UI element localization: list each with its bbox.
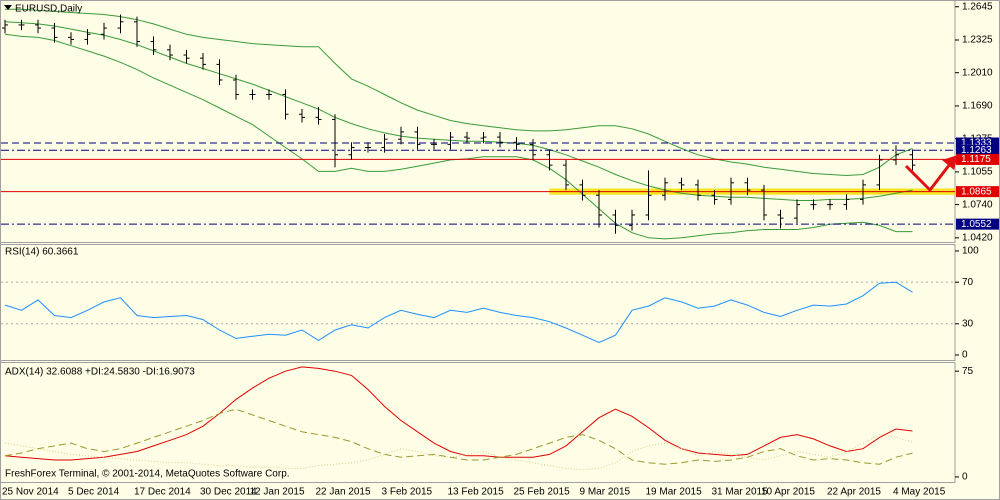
level-label-box: [956, 137, 999, 149]
chart-title: EURUSD,Daily: [15, 4, 82, 15]
x-tick-label: 3 Feb 2015: [382, 487, 433, 498]
y-tick-label: 100: [962, 246, 979, 257]
x-tick-label: 5 Dec 2014: [68, 487, 120, 498]
band-upper: [5, 8, 913, 177]
x-tick-label: 31 Mar 2015: [712, 487, 769, 498]
y-tick-label: 75: [962, 366, 974, 377]
level-label: 1.1175: [961, 154, 991, 165]
indicator-line: [4, 281, 913, 344]
arrow-stroke: [904, 163, 952, 192]
x-tick-label: 12 Jan 2015: [250, 487, 305, 498]
x-tick-label: 22 Apr 2015: [827, 487, 881, 498]
y-tick-label: 1.2645: [962, 1, 993, 12]
y-tick-label: 70: [962, 277, 974, 288]
annotation-arrow: [904, 155, 958, 192]
level-label: 1.1333: [961, 138, 992, 149]
y-tick-label: 1.1055: [962, 167, 993, 178]
x-tick-label: 25 Feb 2015: [514, 487, 571, 498]
x-tick-label: 17 Dec 2014: [134, 487, 191, 498]
x-tick-label: 13 Feb 2015: [448, 487, 505, 498]
y-tick-label: 0: [962, 472, 968, 483]
menu-triangle: [4, 5, 12, 10]
x-tick-label: 25 Nov 2014: [2, 487, 59, 498]
indicator-line: [4, 366, 913, 461]
y-tick-label: 1.0740: [962, 199, 993, 210]
rsi-panel: [0, 244, 956, 361]
y-tick-label: 1.0420: [962, 232, 993, 243]
level-label: 1.0865: [961, 186, 992, 197]
y-tick-label: 0: [962, 350, 968, 361]
footer: FreshForex Terminal, © 2001-2014, MetaQu…: [5, 469, 290, 480]
level-label-box: [956, 144, 999, 156]
level-label-box: [956, 186, 999, 198]
x-tick-label: 9 Mar 2015: [580, 487, 631, 498]
x-tick-label: 10 Apr 2015: [761, 487, 815, 498]
adx-panel: [0, 362, 956, 483]
level-label: 1.0552: [961, 219, 992, 230]
x-tick-label: 22 Jan 2015: [316, 487, 371, 498]
level-label: 1.1263: [961, 145, 992, 156]
adx-title: ADX(14) 32.6088 +DI:24.5830 -DI:16.9073: [5, 367, 195, 378]
band-middle: [4, 21, 913, 201]
y-tick-label: 1.2325: [962, 35, 993, 46]
y-tick-label: 1.2010: [962, 67, 993, 78]
arrow-head: [942, 155, 958, 170]
rsi-title: RSI(14) 60.3661: [5, 247, 79, 258]
level-label-box: [956, 153, 999, 165]
y-tick-label: 30: [962, 318, 974, 329]
indicator-line: [4, 408, 913, 465]
x-tick-label: 4 May 2015: [893, 487, 946, 498]
level-label-box: [956, 218, 999, 230]
x-tick-label: 19 Mar 2015: [646, 487, 703, 498]
price-panel: [0, 0, 956, 243]
x-tick-label: 30 Dec 2014: [200, 487, 257, 498]
y-tick-label: 1.1690: [962, 101, 993, 112]
